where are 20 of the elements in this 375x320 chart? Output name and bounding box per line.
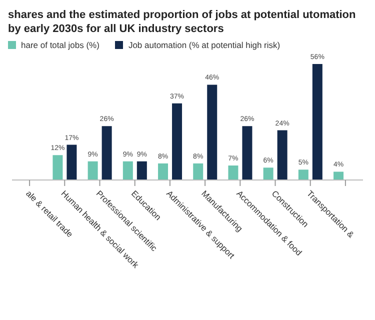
bar <box>66 144 77 180</box>
bar <box>263 168 274 180</box>
bar <box>52 155 63 180</box>
bar <box>193 163 204 180</box>
bar <box>228 166 238 180</box>
bar <box>172 103 182 180</box>
bar <box>122 161 133 180</box>
bar <box>102 126 112 180</box>
bar <box>334 172 344 180</box>
legend-label: Job automation (% at potential high risk) <box>127 40 280 50</box>
bar <box>298 170 308 180</box>
legend-label: hare of total jobs (%) <box>20 40 100 50</box>
bar <box>277 130 288 180</box>
bar <box>242 126 252 180</box>
bar <box>158 163 168 180</box>
chart-title: shares and the estimated proportion of jobs at potential utomation by early 2030s for all UK industry sectors <box>8 8 357 36</box>
bar <box>207 84 218 180</box>
bar <box>136 161 147 180</box>
bar <box>312 64 322 180</box>
bar <box>88 161 98 180</box>
